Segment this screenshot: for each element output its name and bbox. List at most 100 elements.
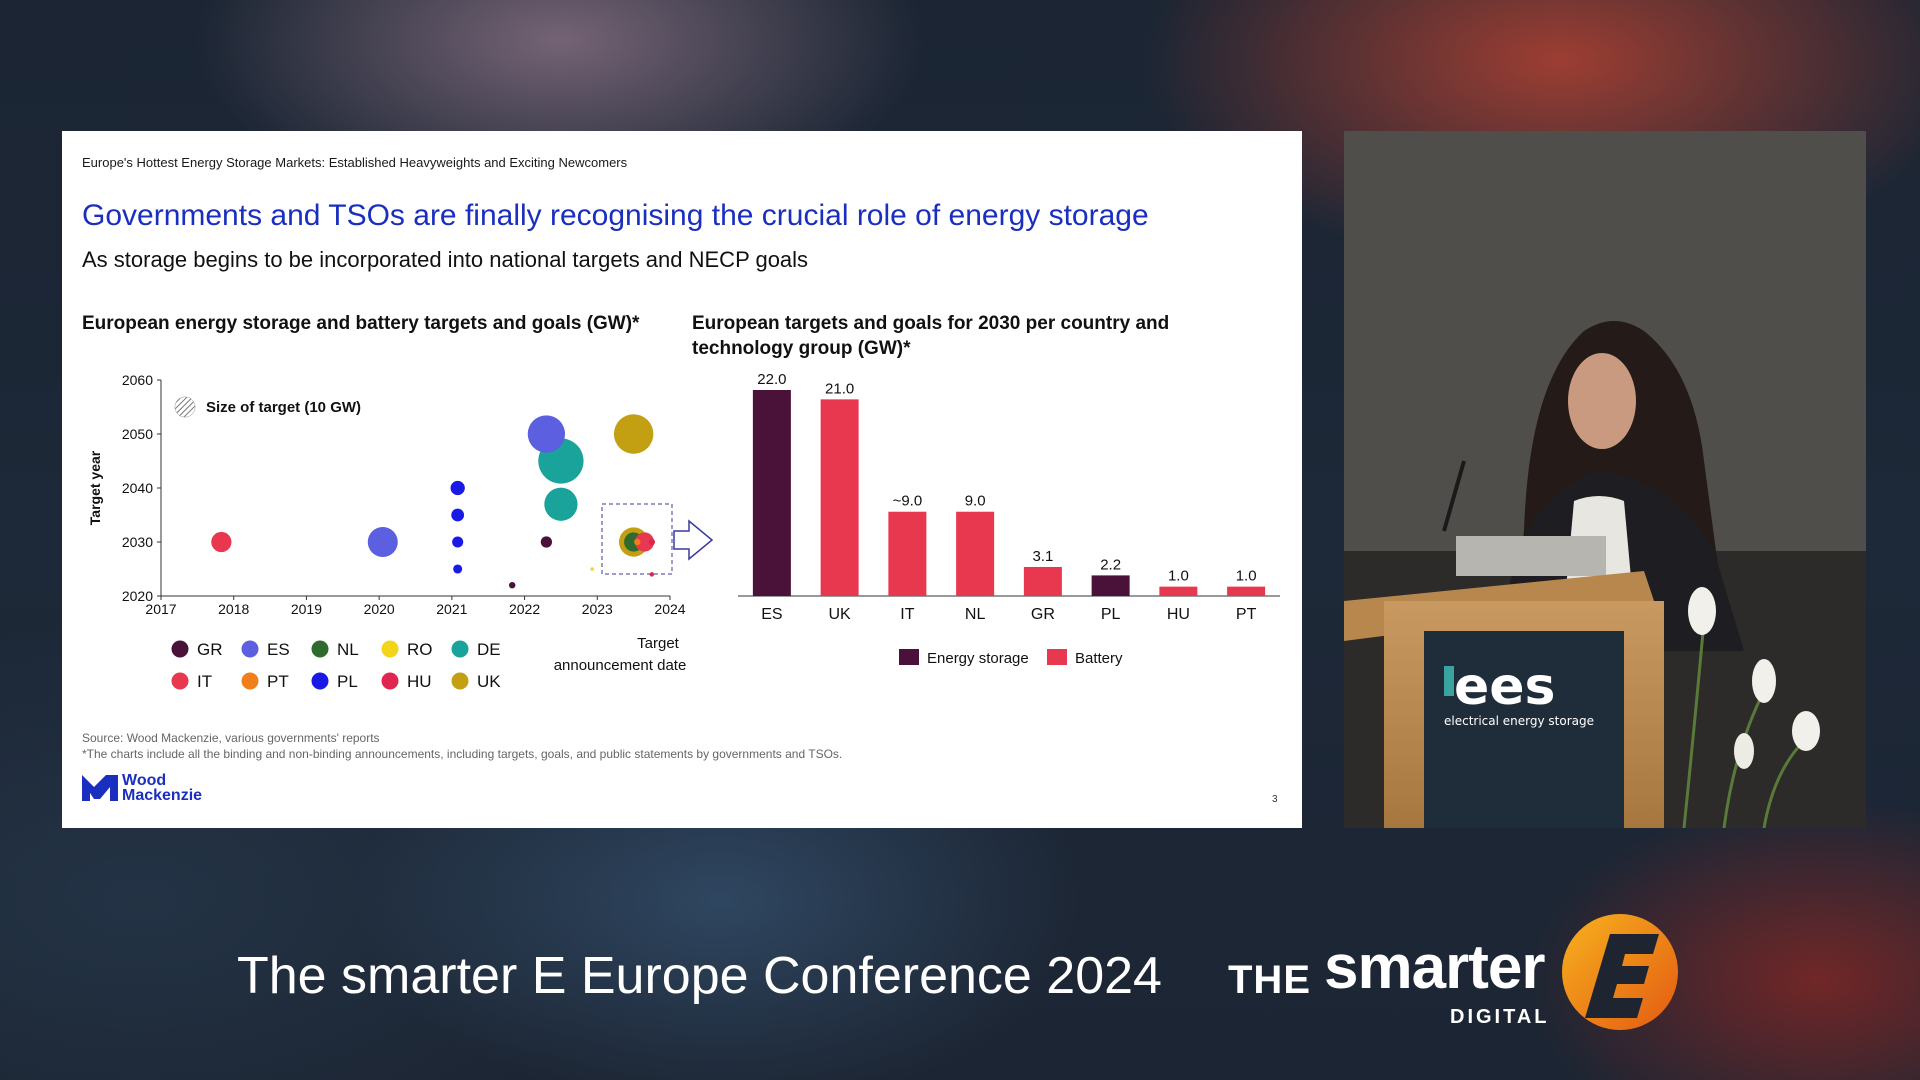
- bar-value-label: 3.1: [1032, 548, 1053, 565]
- bubble-pl: [453, 564, 463, 574]
- bubble-hu: [648, 538, 656, 546]
- y-tick-label: 2040: [122, 480, 153, 496]
- bar-pl: [1091, 575, 1130, 596]
- x-tick-label: 2017: [145, 601, 176, 617]
- charts-canvas: 2017 2018 2019 2020 2021 2022 2023 2024 2020 2030…: [87, 371, 1280, 691]
- bubble-gr: [540, 536, 553, 548]
- footnote: *The charts include all the binding and …: [82, 747, 843, 761]
- bubble-es: [527, 415, 566, 453]
- size-legend-bubble: [174, 396, 196, 418]
- speaker-video: ees electrical energy storage: [1344, 131, 1866, 828]
- legend-label-uk: UK: [477, 672, 501, 691]
- bubble-pl: [452, 536, 464, 548]
- brand-digital: DIGITAL: [1450, 1006, 1550, 1028]
- legend-marker-gr: [171, 640, 189, 658]
- bar-category-label: HU: [1167, 606, 1190, 623]
- legend-label-de: DE: [477, 640, 501, 659]
- podium-tagline: electrical energy storage: [1444, 714, 1594, 728]
- x-tick-label: 2024: [654, 601, 685, 617]
- bubble-gr: [509, 582, 516, 589]
- legend-label-it: IT: [197, 672, 212, 691]
- bar-it: [888, 511, 927, 596]
- bubble-pl: [451, 508, 465, 522]
- bar-category-label: ES: [761, 606, 782, 623]
- y-axis-title: Target year: [87, 450, 103, 525]
- source-note: Source: Wood Mackenzie, various governme…: [82, 731, 380, 745]
- logo-line-1: Wood: [122, 772, 167, 789]
- bar-pt: [1227, 586, 1266, 596]
- bubble-ro: [590, 567, 594, 571]
- x-axis-title-line1: Target: [637, 635, 680, 652]
- bar-category-label: PT: [1236, 606, 1257, 623]
- bar-value-label: ~9.0: [893, 493, 923, 510]
- bar-uk: [820, 399, 859, 596]
- microphone: [1442, 460, 1466, 532]
- legend-marker-pt: [241, 672, 259, 690]
- bar-legend-swatch: [1047, 649, 1067, 665]
- bubble-pt: [634, 538, 641, 546]
- speaker-face: [1568, 353, 1636, 449]
- legend-label-hu: HU: [407, 672, 432, 691]
- legend-marker-nl: [311, 640, 329, 658]
- laptop: [1456, 536, 1606, 576]
- bar-value-label: 21.0: [825, 380, 854, 397]
- smarter-e-emblem-icon: [1562, 914, 1678, 1030]
- bar-category-label: PL: [1101, 606, 1121, 623]
- bubble-de: [544, 487, 578, 521]
- bar-nl: [956, 511, 995, 596]
- bar-value-label: 2.2: [1100, 556, 1121, 573]
- x-tick-label: 2019: [291, 601, 322, 617]
- podium-logo: ees: [1454, 657, 1556, 717]
- brand-the: THE: [1228, 958, 1311, 1002]
- y-tick-label: 2020: [122, 588, 153, 604]
- legend-label-pl: PL: [337, 672, 358, 691]
- bar-es: [752, 390, 791, 596]
- presentation-slide: Europe's Hottest Energy Storage Markets:…: [62, 131, 1302, 828]
- bubble-it: [634, 532, 655, 552]
- bar-value-label: 1.0: [1168, 568, 1189, 585]
- highlight-box: [601, 503, 673, 575]
- slide-title: Governments and TSOs are finally recogni…: [82, 199, 1149, 232]
- legend-marker-hu: [381, 672, 399, 690]
- y-tick-label: 2030: [122, 534, 153, 550]
- bar-category-label: IT: [900, 606, 914, 623]
- bubble-uk: [613, 414, 654, 454]
- bar-value-label: 1.0: [1236, 568, 1257, 585]
- bubble-chart-title: European energy storage and battery targ…: [82, 313, 640, 334]
- conference-title: The smarter E Europe Conference 2024: [237, 947, 1162, 1005]
- bar-gr: [1023, 566, 1062, 596]
- x-tick-label: 2018: [218, 601, 249, 617]
- bubble-chart: 2017 2018 2019 2020 2021 2022 2023 2024 2020 2030…: [87, 372, 714, 691]
- bar-value-label: 9.0: [965, 493, 986, 510]
- legend-label-es: ES: [267, 640, 290, 659]
- x-tick-label: 2022: [509, 601, 540, 617]
- legend-label-ro: RO: [407, 640, 433, 659]
- wood-mackenzie-logo-icon: [82, 775, 118, 801]
- bar-legend-label: Energy storage: [927, 650, 1029, 667]
- arrow-icon: [673, 519, 714, 561]
- bar-category-label: UK: [829, 606, 852, 623]
- bar-legend-swatch: [899, 649, 919, 665]
- brand-smarter: smarter: [1324, 933, 1545, 1002]
- legend-label-pt: PT: [267, 672, 289, 691]
- logo-line-2: Mackenzie: [122, 787, 203, 804]
- legend-marker-it: [171, 672, 189, 690]
- x-axis-title: Target announcement date: [554, 635, 687, 674]
- legend-marker-ro: [381, 640, 399, 658]
- bar-category-label: NL: [965, 606, 986, 623]
- legend-marker-uk: [451, 672, 469, 690]
- y-tick-label: 2060: [122, 372, 153, 388]
- bar-chart: 22.0 ES 21.0 UK ~9.0 IT 9.0 NL 3.1 GR 2.2 PL 1.0 HU 1.…: [738, 371, 1280, 667]
- page-number: 3: [1272, 794, 1278, 805]
- bubble-it: [211, 531, 232, 553]
- bubble-hu: [649, 572, 655, 577]
- x-axis-title-line2: announcement date: [554, 657, 687, 674]
- bar-value-label: 22.0: [757, 371, 786, 388]
- bubble-es: [367, 526, 398, 558]
- wood-mackenzie-logo: Wood Mackenzie: [122, 772, 203, 804]
- speaker-scene: ees electrical energy storage: [1344, 131, 1866, 828]
- x-tick-label: 2020: [364, 601, 395, 617]
- bar-legend-label: Battery: [1075, 650, 1123, 667]
- legend-marker-pl: [311, 672, 329, 690]
- bubble-pl: [450, 480, 465, 496]
